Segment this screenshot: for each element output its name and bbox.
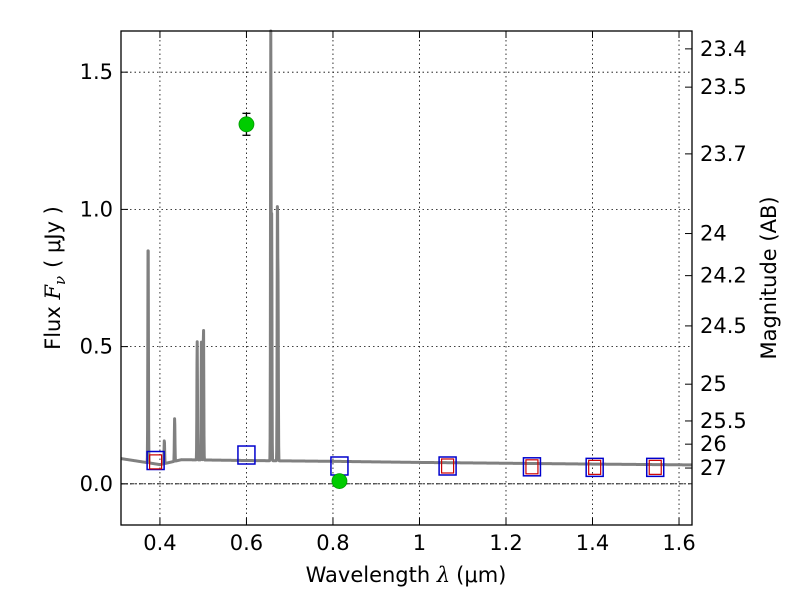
observation-point (331, 473, 348, 489)
model-photometry-square (438, 456, 457, 476)
data-points-layer (146, 112, 665, 489)
model-photometry-square (522, 457, 542, 477)
x-tick-label: 0.8 (316, 531, 349, 555)
mag-tick-label: 24.2 (700, 264, 747, 288)
observed-band-square (149, 454, 163, 470)
y-tick-label: 1.0 (80, 197, 113, 221)
plot-frame (120, 30, 693, 526)
y-axis-right-label: Magnitude (AB) (757, 196, 781, 359)
spectrum-layer (119, 29, 694, 467)
mag-tick-label: 25.5 (700, 409, 747, 433)
mag-tick-label: 24 (700, 222, 727, 246)
x-tick-label: 1.4 (576, 531, 609, 555)
mag-tick-label: 23.5 (700, 75, 747, 99)
observed-band-square (588, 459, 602, 475)
model-photometry-square (146, 450, 165, 471)
x-axis-label: Wavelength λ (μm) (306, 563, 507, 587)
model-photometry-square (645, 457, 665, 478)
x-axis-label-unit: (μm) (456, 563, 506, 587)
x-tick-label: 0.4 (143, 531, 176, 555)
model-photometry-square (585, 457, 604, 478)
y-axis-label-unit: ( μJy ) (41, 206, 65, 268)
mag-tick-label: 26 (700, 432, 727, 456)
ticks-layer: 0.4 0.6 0.8 1 1.2 1.4 1.6 0.0 0.5 1.0 1.5 23.4 23.5 2… (80, 31, 747, 555)
y-tick-label: 1.5 (80, 60, 113, 84)
observed-band-square (525, 459, 539, 475)
model-photometry-square (237, 445, 256, 465)
y-axis-label-nu: ν (51, 276, 69, 285)
x-tick-label: 1 (413, 531, 426, 555)
x-tick-label: 0.6 (230, 531, 263, 555)
observed-band-square (440, 458, 455, 474)
spectrum-line (119, 29, 694, 467)
mag-tick-label: 24.5 (700, 314, 747, 338)
observed-band-square (648, 459, 662, 475)
x-axis-label-lambda: λ (436, 563, 450, 587)
mag-tick-label: 23.7 (700, 142, 747, 166)
y-tick-label: 0.0 (80, 472, 113, 496)
y-axis-label-prefix: Flux (41, 300, 65, 350)
x-axis-label-prefix: Wavelength (306, 563, 437, 587)
y-axis-label: Flux Fν ( μJy ) (41, 206, 69, 350)
mag-tick-label: 25 (700, 372, 727, 396)
mag-tick-label: 27 (700, 456, 727, 480)
y-tick-label: 0.5 (80, 335, 113, 359)
x-tick-label: 1.6 (662, 531, 695, 555)
observation-point (238, 116, 255, 133)
x-tick-label: 1.2 (489, 531, 522, 555)
y-axis-label-F: F (41, 284, 65, 301)
mag-tick-label: 23.4 (700, 37, 747, 61)
